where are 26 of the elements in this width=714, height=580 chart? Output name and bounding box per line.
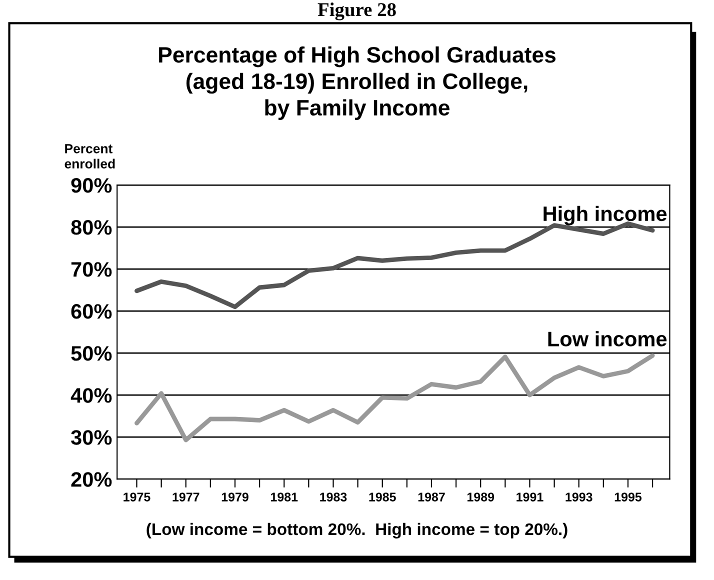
caption: Figure 28 xyxy=(318,2,396,20)
y-tick-label: 20% xyxy=(71,472,112,487)
x-tick-label: 1981 xyxy=(271,492,298,502)
text: (Low income = bottom 20%. High income = top 20%.) xyxy=(146,522,568,539)
y-tick-label: 90% xyxy=(71,178,112,193)
x-tick-label: 1979 xyxy=(222,492,248,502)
series-label: Low income xyxy=(548,331,667,346)
x-tick-label: 1991 xyxy=(516,492,544,502)
y-tick-label: 70% xyxy=(71,262,112,277)
chart-title: Percentage of High School Graduates (aged 18-19) Enrolled in College, by Family Income xyxy=(159,46,556,120)
x-tick-label: 1987 xyxy=(418,492,445,502)
y-axis-title: Percent enrolled xyxy=(64,144,115,168)
x-tick-label: 1983 xyxy=(320,492,347,502)
x-tick-label: 1977 xyxy=(172,492,200,502)
y-tick-label: 30% xyxy=(71,430,112,445)
x-tick-label: 1993 xyxy=(566,492,592,502)
y-tick-label: 80% xyxy=(71,220,112,235)
x-tick-label: 1995 xyxy=(614,492,642,502)
y-tick-label: 50% xyxy=(71,346,112,361)
x-tick-label: 1975 xyxy=(124,492,150,502)
line-series xyxy=(134,353,655,442)
y-tick-label: 40% xyxy=(70,388,112,403)
x-tick-label: 1985 xyxy=(369,492,396,502)
series-label: High income xyxy=(544,206,667,226)
y-tick-label: 60% xyxy=(71,304,112,319)
x-tick-label: 1989 xyxy=(467,492,494,502)
